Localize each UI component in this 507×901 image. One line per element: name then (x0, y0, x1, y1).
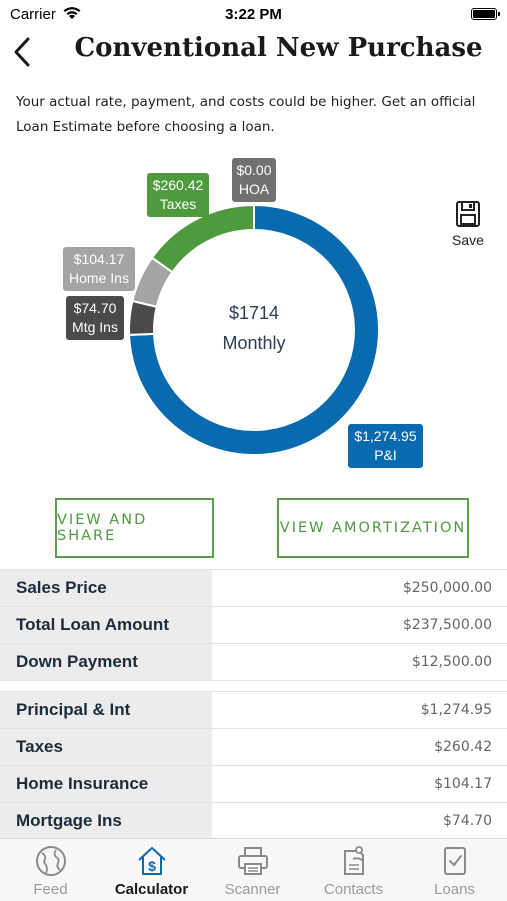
tag-pi-label: P&I (374, 447, 397, 463)
table-row: Home Insurance $104.17 (0, 766, 507, 803)
table-row: Down Payment $12,500.00 (0, 644, 507, 681)
svg-text:$: $ (148, 858, 156, 874)
page-title: Conventional New Purchase (74, 33, 483, 63)
table-row: Taxes $260.42 (0, 729, 507, 766)
view-and-share-button[interactable]: VIEW AND SHARE (55, 498, 214, 558)
tag-pi: $1,274.95 P&I (348, 424, 423, 468)
carrier-label: Carrier (10, 6, 56, 23)
row-label: Mortgage Ins (0, 803, 212, 839)
tab-bar: Feed $ Calculator Scanner Contacts (0, 838, 507, 901)
tag-home-ins: $104.17 Home Ins (63, 247, 135, 291)
section-separator (0, 681, 507, 692)
row-label: Home Insurance (0, 766, 212, 802)
tab-label: Calculator (114, 881, 189, 898)
tab-label: Contacts (323, 881, 384, 898)
row-label: Total Loan Amount (0, 607, 212, 643)
tab-calculator[interactable]: $ Calculator (101, 839, 202, 901)
tab-feed[interactable]: Feed (0, 839, 101, 901)
tab-label: Scanner (224, 881, 281, 898)
loan-summary-table: Sales Price $250,000.00 Total Loan Amoun… (0, 569, 507, 840)
donut-segment-taxes (150, 203, 255, 274)
tag-hoa: $0.00 HOA (232, 158, 276, 202)
row-label: Down Payment (0, 644, 212, 680)
status-bar: Carrier 3:22 PM (0, 0, 507, 30)
row-value: $250,000.00 (402, 580, 492, 596)
tag-hoa-value: $0.00 (236, 162, 272, 178)
loans-document-icon (444, 847, 466, 875)
floppy-disk-icon (456, 201, 480, 227)
tab-loans[interactable]: Loans (404, 839, 505, 901)
row-label: Taxes (0, 729, 212, 765)
save-label: Save (452, 232, 484, 248)
row-value: $1,274.95 (420, 702, 492, 718)
tab-label: Loans (434, 881, 475, 898)
save-button[interactable]: Save (448, 200, 488, 248)
row-value: $237,500.00 (402, 617, 492, 633)
tab-scanner[interactable]: Scanner (202, 839, 303, 901)
donut-segment-p-i (128, 203, 380, 456)
disclaimer-text: Your actual rate, payment, and costs cou… (16, 94, 476, 135)
row-value: $12,500.00 (411, 654, 492, 670)
table-row: Principal & Int $1,274.95 (0, 692, 507, 729)
tag-pi-value: $1,274.95 (354, 428, 417, 444)
clock: 3:22 PM (225, 6, 282, 23)
tag-mtg-ins: $74.70 Mtg Ins (66, 296, 124, 340)
tag-mtg-ins-label: Mtg Ins (72, 319, 118, 335)
row-value: $74.70 (443, 813, 492, 829)
tag-taxes-value: $260.42 (152, 177, 204, 193)
globe-icon (36, 846, 66, 876)
table-row: Sales Price $250,000.00 (0, 570, 507, 607)
tag-taxes: $260.42 Taxes (147, 173, 209, 217)
contacts-icon (344, 846, 364, 875)
row-label: Sales Price (0, 570, 212, 606)
back-chevron-icon[interactable] (10, 35, 34, 69)
row-value: $260.42 (434, 739, 492, 755)
monthly-label: Monthly (222, 333, 286, 353)
wifi-icon (63, 7, 81, 19)
scanner-icon (238, 847, 268, 875)
monthly-total: $1714 (228, 303, 280, 323)
tag-home-ins-value: $104.17 (73, 251, 125, 267)
tag-home-ins-label: Home Ins (69, 270, 129, 286)
tab-contacts[interactable]: Contacts (303, 839, 404, 901)
table-row: Mortgage Ins $74.70 (0, 803, 507, 840)
view-amortization-button[interactable]: VIEW AMORTIZATION (277, 498, 469, 558)
tag-hoa-label: HOA (238, 181, 270, 197)
table-row: Total Loan Amount $237,500.00 (0, 607, 507, 644)
tab-label: Feed (33, 881, 68, 898)
tag-mtg-ins-value: $74.70 (73, 300, 117, 316)
payment-donut-chart (128, 203, 380, 456)
tag-taxes-label: Taxes (159, 196, 197, 212)
row-value: $104.17 (434, 776, 492, 792)
battery-icon (471, 8, 500, 20)
row-label: Principal & Int (0, 692, 212, 728)
calculator-house-icon: $ (138, 847, 166, 875)
